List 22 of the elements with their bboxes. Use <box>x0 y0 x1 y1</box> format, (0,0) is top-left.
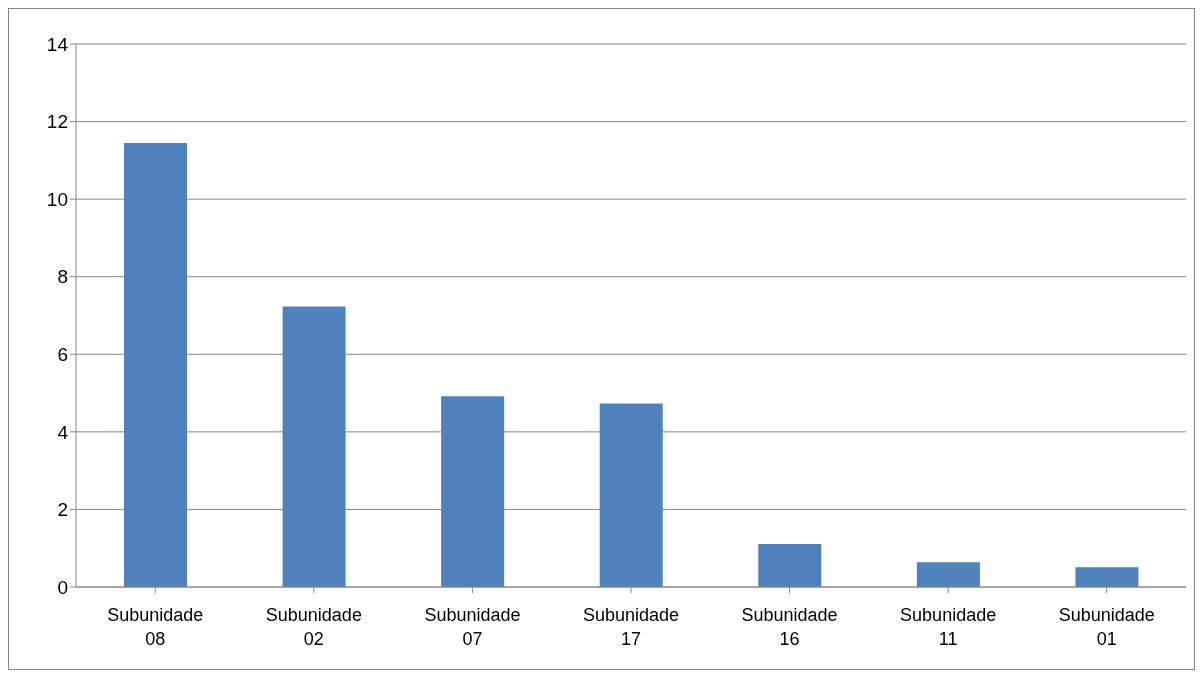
y-tick-label: 0 <box>57 576 68 598</box>
bar <box>599 403 663 587</box>
bar <box>282 306 346 587</box>
y-tick-label: 10 <box>46 188 68 210</box>
y-tick-label: 6 <box>57 344 68 366</box>
bar <box>441 396 505 587</box>
y-tick-label: 8 <box>57 266 68 288</box>
x-tick-label: Subunidade 16 <box>741 605 838 649</box>
x-tick-label: Subunidade 02 <box>265 605 362 649</box>
x-tick-label: Subunidade 11 <box>900 605 997 649</box>
y-tick-label: 2 <box>57 499 68 521</box>
x-tick-label: Subunidade 01 <box>1058 605 1155 649</box>
x-tick-label: Subunidade 07 <box>424 605 521 649</box>
bar <box>916 562 980 587</box>
y-tick-label: 4 <box>57 421 69 443</box>
bar <box>758 543 822 587</box>
x-tick-label: Subunidade 17 <box>582 605 680 649</box>
bar <box>1075 567 1139 587</box>
y-tick-label: 12 <box>46 111 68 133</box>
x-tick-label: Subunidade 08 <box>107 605 204 649</box>
y-tick-label: 14 <box>46 33 69 55</box>
bar <box>124 142 187 587</box>
